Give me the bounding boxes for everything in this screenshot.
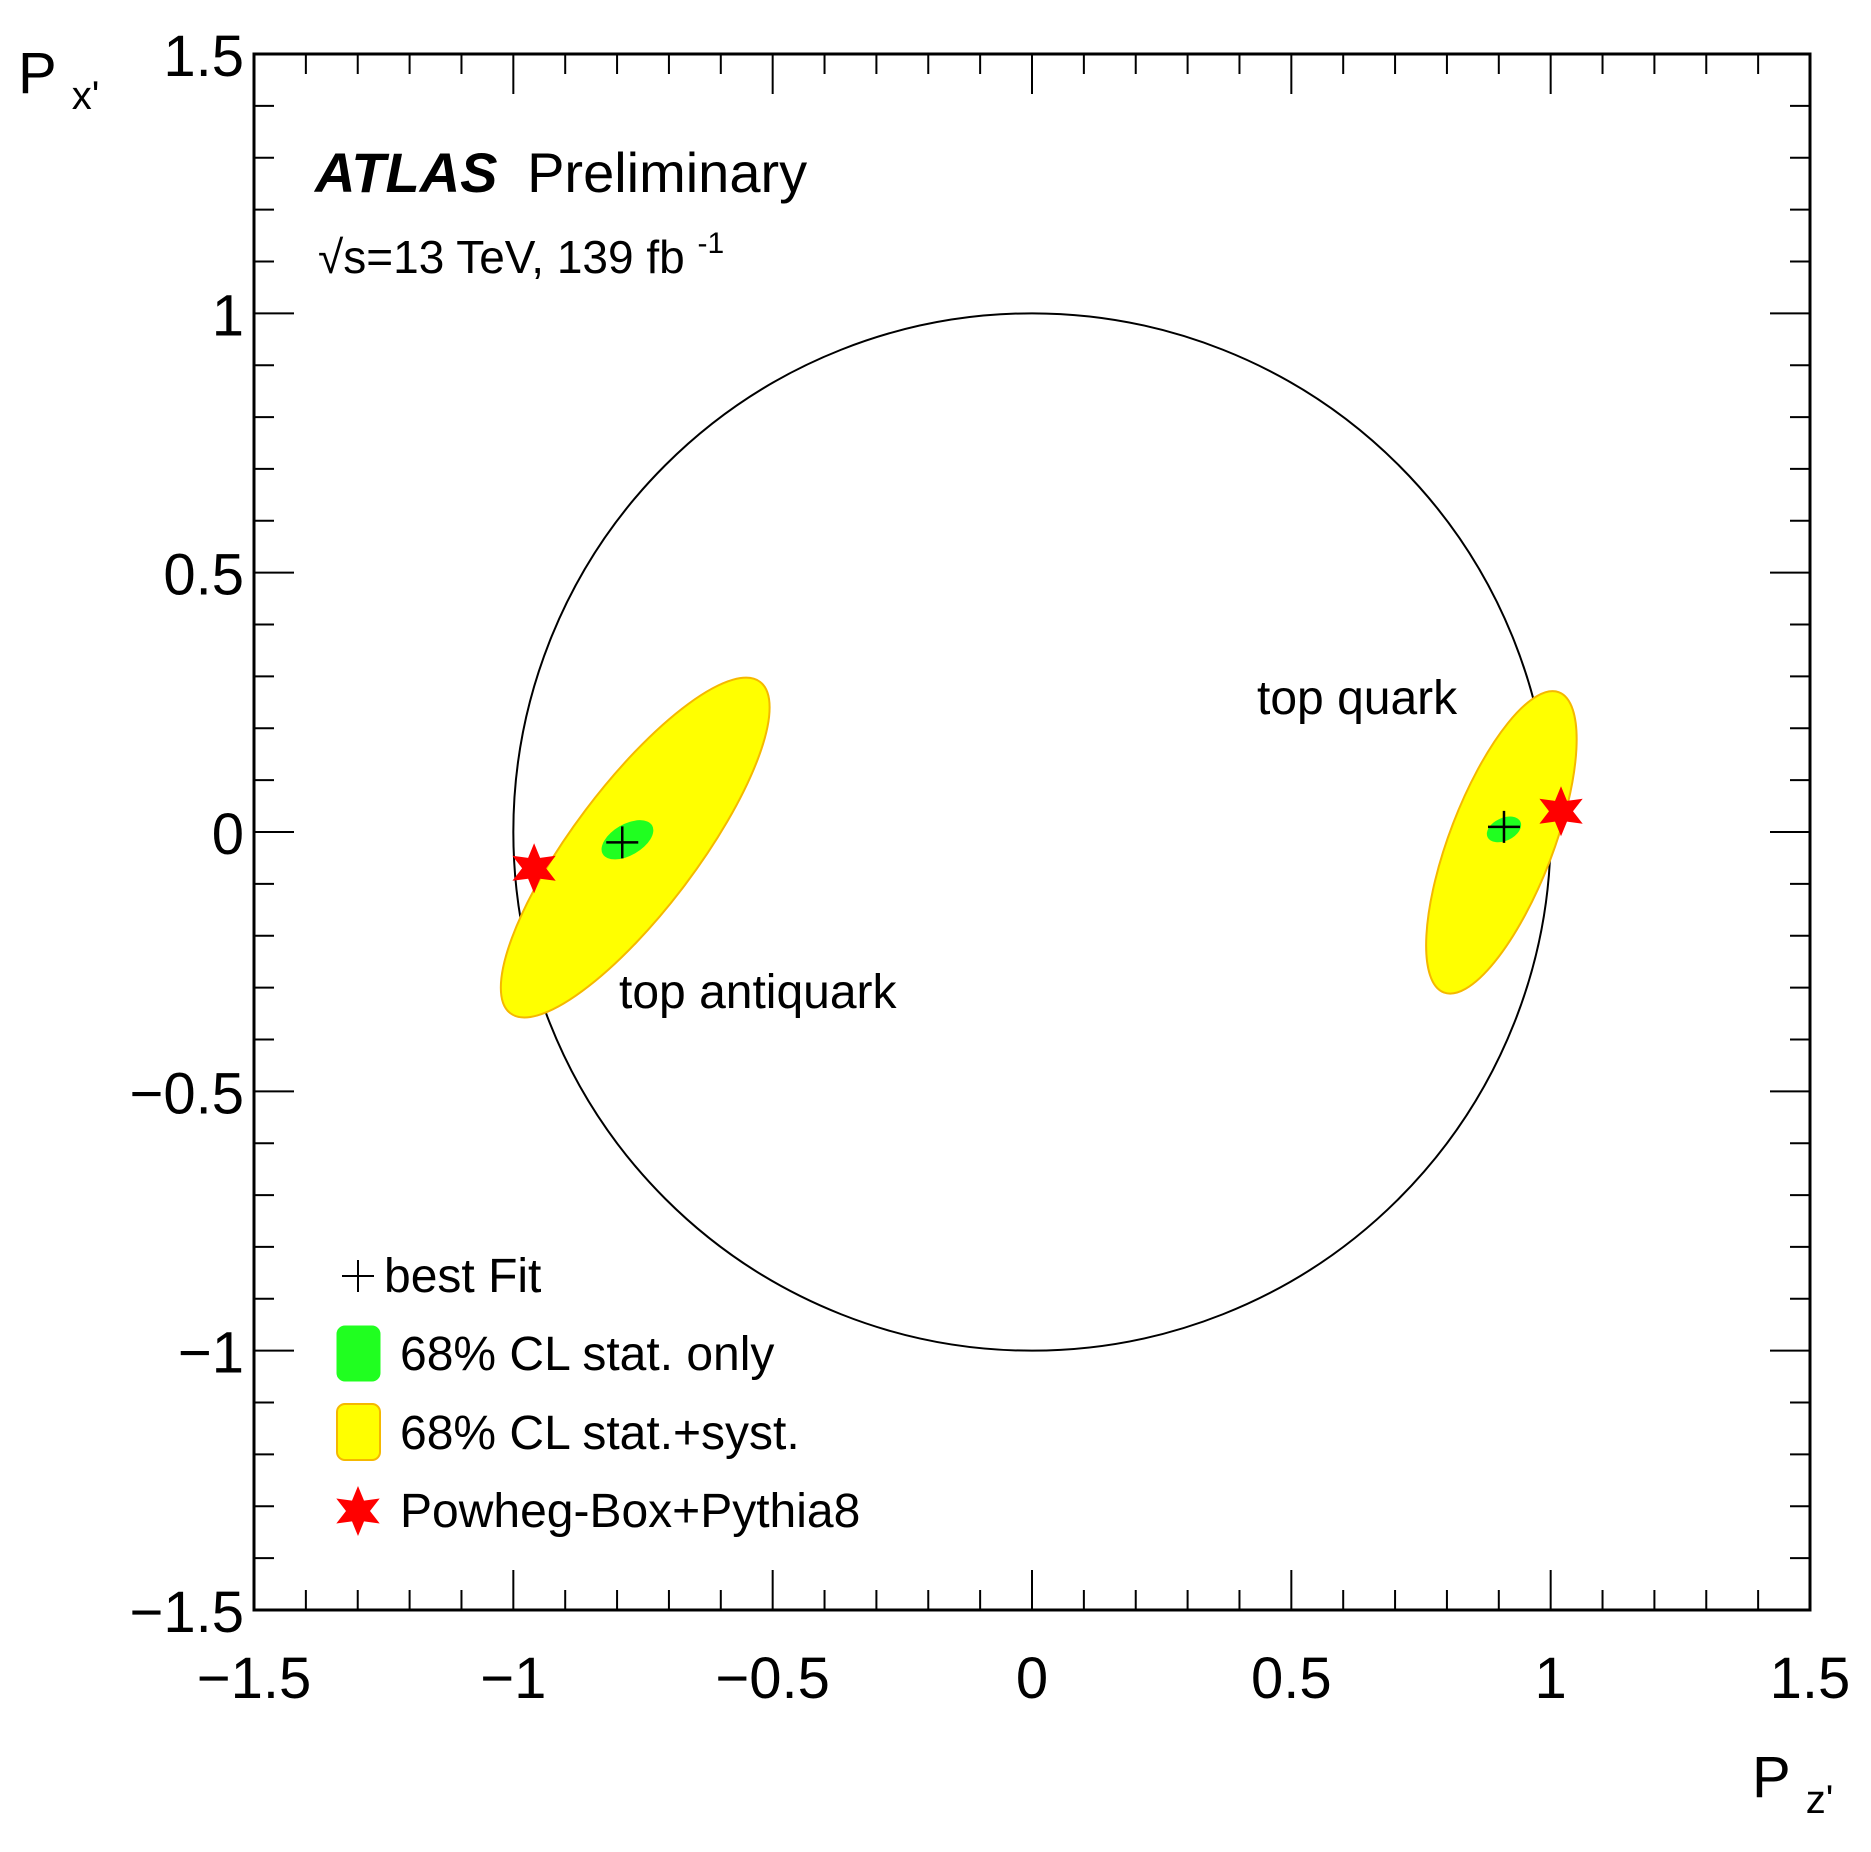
- region-label-top-antiquark: top antiquark: [619, 966, 898, 1019]
- legend-item-stat-only: 68% CL stat. only: [336, 1325, 774, 1382]
- y-tick-label: −1: [178, 1321, 244, 1386]
- y-tick-label: 1.5: [163, 24, 244, 89]
- y-axis-title-main: P: [18, 41, 56, 106]
- prediction-star-marker: [1539, 786, 1583, 837]
- y-tick-label: −0.5: [130, 1061, 245, 1126]
- legend-item-prediction: Powheg-Box+Pythia8: [336, 1485, 860, 1538]
- lumi-superscript: -1: [698, 227, 725, 260]
- stat-syst-contour: [1425, 690, 1578, 995]
- y-tick-label: 0: [212, 802, 244, 867]
- stat-only-contour: [601, 820, 654, 860]
- fit-regions: [499, 676, 1583, 1019]
- y-tick-label: 1: [212, 283, 244, 348]
- x-tick-label: 0.5: [1251, 1646, 1332, 1711]
- y-axis-title: P x': [18, 41, 99, 118]
- x-tick-label: 1.5: [1770, 1646, 1851, 1711]
- region-top-antiquark: [499, 676, 771, 1019]
- legend-swatch-stat-syst: [336, 1403, 381, 1461]
- x-axis-title: P z': [1752, 1745, 1833, 1822]
- y-tick-label: 0.5: [163, 543, 244, 608]
- legend-label-stat-only: 68% CL stat. only: [400, 1328, 774, 1381]
- experiment-name: ATLAS: [313, 141, 498, 204]
- x-tick-label: −1.5: [197, 1646, 312, 1711]
- best-fit-marker: [1487, 810, 1520, 843]
- x-tick-label: −1: [480, 1646, 546, 1711]
- legend-item-stat-syst: 68% CL stat.+syst.: [336, 1403, 800, 1461]
- experiment-status: Preliminary: [527, 141, 807, 204]
- prediction-star-marker: [512, 843, 556, 894]
- x-axis-title-sub: z': [1806, 1778, 1834, 1822]
- experiment-label: ATLAS Preliminary: [313, 141, 807, 204]
- x-tick-label: 1: [1535, 1646, 1567, 1711]
- legend-label-prediction: Powheg-Box+Pythia8: [400, 1485, 860, 1538]
- axis-ticks: [253, 53, 1811, 1611]
- legend-swatch-stat-only: [336, 1325, 381, 1382]
- legend-label-best-fit: best Fit: [384, 1250, 541, 1303]
- legend-marker-star-icon: [336, 1486, 380, 1536]
- legend-marker-cross-icon: [342, 1260, 374, 1292]
- legend: best Fit 68% CL stat. only 68% CL stat.+…: [336, 1250, 860, 1538]
- y-tick-label: −1.5: [130, 1580, 245, 1645]
- x-tick-label: −0.5: [715, 1646, 830, 1711]
- region-top-quark: [1425, 690, 1583, 995]
- y-axis-title-sub: x': [72, 74, 100, 118]
- x-tick-label: 0: [1016, 1646, 1048, 1711]
- axis-tick-labels: −1.5−1.5 −1 −1 −0.5 −0.5 0 0 0.5 0.5 1 1 1.5 1.5: [130, 24, 1851, 1711]
- energy-lumi-label: √s=13 TeV, 139 fb -1: [318, 227, 724, 283]
- energy-label: √s=13 TeV, 139 fb: [318, 231, 685, 283]
- x-axis-title-main: P: [1752, 1745, 1790, 1810]
- best-fit-marker: [606, 826, 639, 859]
- region-label-top-quark: top quark: [1257, 672, 1458, 725]
- legend-item-best-fit: best Fit: [342, 1250, 541, 1303]
- legend-label-stat-syst: 68% CL stat.+syst.: [400, 1407, 800, 1460]
